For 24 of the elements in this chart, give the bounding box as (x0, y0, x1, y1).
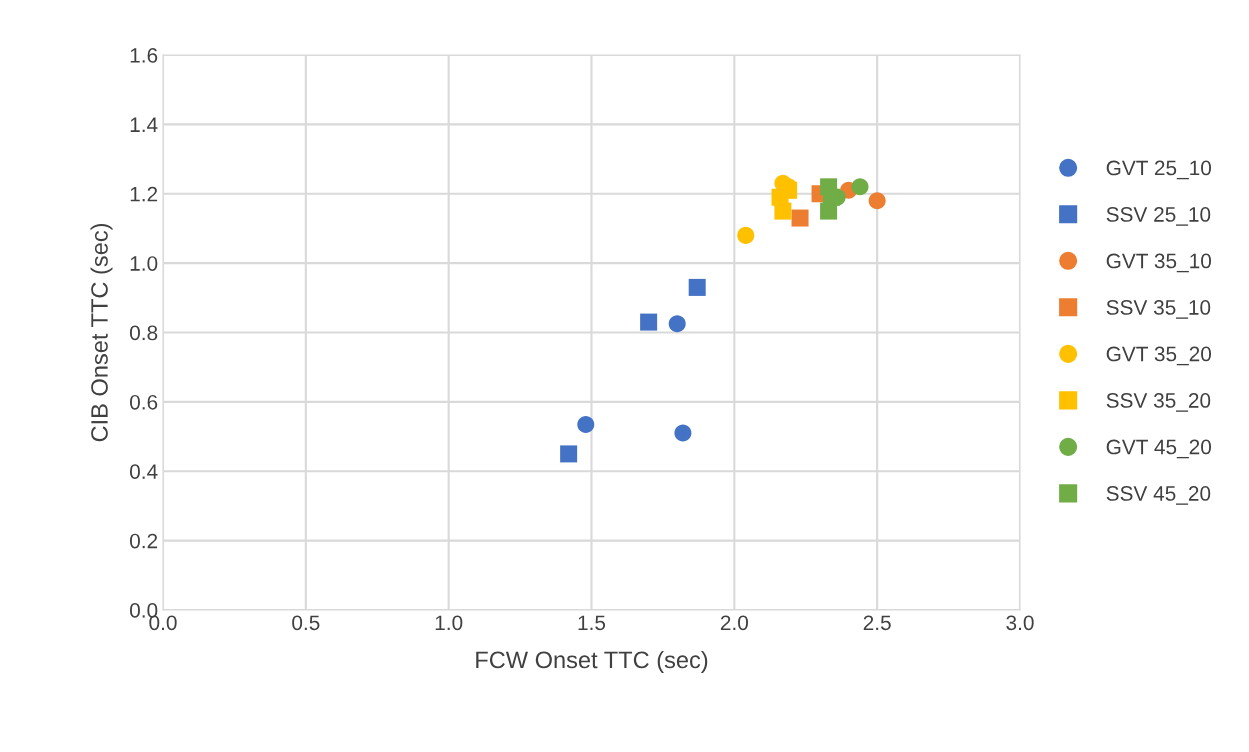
y-tick-label: 1.4 (130, 117, 158, 132)
legend-label: GVT 45_20 (1106, 439, 1212, 459)
x-tick-label: 2.0 (720, 615, 748, 631)
y-tick-label: 1.0 (130, 256, 158, 271)
legend-label: GVT 35_20 (1106, 346, 1212, 366)
y-tick-label: 1.6 (130, 48, 158, 63)
legend-label: GVT 25_10 (1106, 160, 1212, 180)
y-tick-label: 0.2 (129, 533, 158, 549)
x-tick-label: 0.5 (292, 615, 320, 631)
y-tick-label: 0.4 (129, 464, 158, 479)
legend-label: SSV 25_10 (1106, 207, 1211, 226)
x-axis-title: FCW Onset TTC (sec) (476, 650, 708, 673)
y-axis-title: CIB Onset TTC (sec) (90, 223, 113, 442)
x-tick-label: 1.0 (435, 615, 463, 631)
y-tick-label: 0.8 (129, 325, 158, 341)
legend-label: SSV 35_10 (1106, 300, 1211, 319)
x-tick-label: 3.0 (1006, 615, 1034, 631)
y-tick-label: 1.2 (130, 186, 158, 202)
legend-label: GVT 35_10 (1106, 253, 1212, 273)
x-tick-label: 2.5 (863, 615, 891, 631)
x-tick-label: 1.5 (578, 615, 606, 631)
legend-label: SSV 35_20 (1106, 393, 1211, 412)
legend-label: SSV 45_20 (1106, 486, 1211, 505)
y-tick-label: 0.6 (129, 394, 158, 410)
